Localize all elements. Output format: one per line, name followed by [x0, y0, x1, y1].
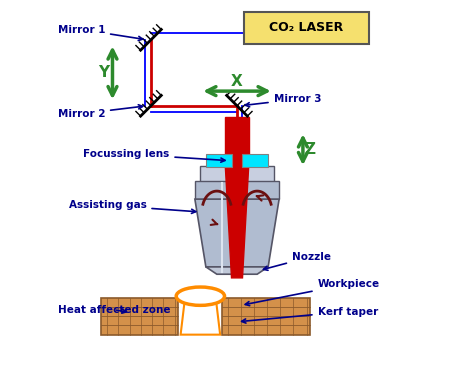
FancyBboxPatch shape [243, 154, 268, 167]
Text: X: X [231, 75, 243, 89]
Polygon shape [206, 267, 268, 274]
Text: CO₂ LASER: CO₂ LASER [269, 21, 344, 34]
Text: Mirror 1: Mirror 1 [57, 24, 143, 41]
Polygon shape [195, 199, 279, 267]
FancyBboxPatch shape [195, 181, 279, 199]
Text: Z: Z [305, 142, 316, 157]
FancyBboxPatch shape [222, 298, 310, 335]
Text: Mirror 2: Mirror 2 [57, 105, 143, 119]
FancyBboxPatch shape [201, 166, 273, 183]
Polygon shape [181, 298, 220, 335]
Text: Kerf taper: Kerf taper [242, 307, 378, 323]
Text: Y: Y [98, 65, 109, 80]
FancyBboxPatch shape [101, 298, 178, 335]
FancyBboxPatch shape [206, 154, 231, 167]
Text: Assisting gas: Assisting gas [69, 200, 196, 213]
Ellipse shape [176, 287, 225, 306]
Polygon shape [225, 162, 249, 278]
Text: Focussing lens: Focussing lens [83, 149, 225, 162]
Text: Nozzle: Nozzle [264, 252, 331, 270]
FancyBboxPatch shape [225, 117, 249, 162]
FancyBboxPatch shape [244, 13, 369, 44]
Text: Workpiece: Workpiece [245, 279, 380, 306]
Text: Mirror 3: Mirror 3 [245, 94, 321, 107]
Text: Heat affected zone: Heat affected zone [57, 305, 170, 315]
